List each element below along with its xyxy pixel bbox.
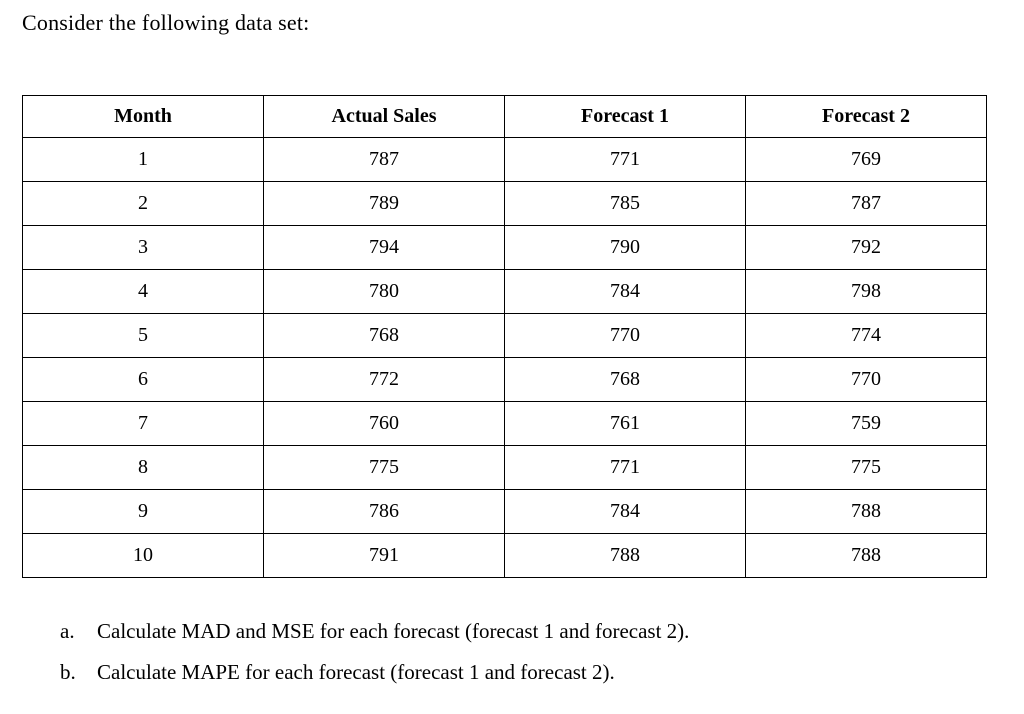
question-text-a: Calculate MAD and MSE for each forecast … <box>97 619 690 643</box>
table-cell: 787 <box>745 181 987 226</box>
table-cell: 4 <box>22 269 264 314</box>
table-cell: 9 <box>22 489 264 534</box>
table-cell: 771 <box>504 445 746 490</box>
table-cell: 5 <box>22 313 264 358</box>
table-cell: 794 <box>263 225 505 270</box>
table-cell: 788 <box>745 489 987 534</box>
table-cell: 780 <box>263 269 505 314</box>
table-cell: 789 <box>263 181 505 226</box>
table-cell: 8 <box>22 445 264 490</box>
table-cell: 784 <box>504 489 746 534</box>
question-marker-a: a. <box>60 619 75 643</box>
table-cell: 10 <box>22 533 264 578</box>
table-cell: 784 <box>504 269 746 314</box>
table-cell: 772 <box>263 357 505 402</box>
table-row: 4 780 784 798 <box>22 269 987 314</box>
table-cell: 785 <box>504 181 746 226</box>
table-row: 1 787 771 769 <box>22 137 987 182</box>
table-row: 2 789 785 787 <box>22 181 987 226</box>
table-cell: 787 <box>263 137 505 182</box>
table-cell: 775 <box>745 445 987 490</box>
table-body: 1 787 771 769 2 789 785 787 3 794 790 792 4 780 784 798… <box>22 137 987 578</box>
data-table: Month Actual Sales Forecast 1 Forecast 2… <box>22 95 987 578</box>
table-row: 9 786 784 788 <box>22 489 987 534</box>
table-row: 6 772 768 770 <box>22 357 987 402</box>
table-row: 3 794 790 792 <box>22 225 987 270</box>
questions-list: a. Calculate MAD and MSE for each foreca… <box>60 619 689 701</box>
table-cell: 2 <box>22 181 264 226</box>
table-cell: 771 <box>504 137 746 182</box>
table-cell: 769 <box>745 137 987 182</box>
question-marker-b: b. <box>60 660 76 684</box>
table-cell: 759 <box>745 401 987 446</box>
table-cell: 768 <box>263 313 505 358</box>
table-row: 7 760 761 759 <box>22 401 987 446</box>
table-cell: 760 <box>263 401 505 446</box>
table-cell: 770 <box>504 313 746 358</box>
column-header-forecast-1: Forecast 1 <box>504 95 746 138</box>
table-cell: 786 <box>263 489 505 534</box>
table-cell: 761 <box>504 401 746 446</box>
table-cell: 775 <box>263 445 505 490</box>
table-cell: 790 <box>504 225 746 270</box>
column-header-actual-sales: Actual Sales <box>263 95 505 138</box>
table-cell: 1 <box>22 137 264 182</box>
question-item-a: a. Calculate MAD and MSE for each foreca… <box>60 619 689 644</box>
page-title: Consider the following data set: <box>22 10 310 35</box>
table-cell: 6 <box>22 357 264 402</box>
table-row: 8 775 771 775 <box>22 445 987 490</box>
table-cell: 788 <box>504 533 746 578</box>
table-cell: 798 <box>745 269 987 314</box>
table-cell: 7 <box>22 401 264 446</box>
column-header-forecast-2: Forecast 2 <box>745 95 987 138</box>
question-item-b: b. Calculate MAPE for each forecast (for… <box>60 660 689 685</box>
table-cell: 791 <box>263 533 505 578</box>
column-header-month: Month <box>22 95 264 138</box>
table-cell: 768 <box>504 357 746 402</box>
table-cell: 788 <box>745 533 987 578</box>
table-header-row: Month Actual Sales Forecast 1 Forecast 2 <box>22 95 987 138</box>
table-cell: 792 <box>745 225 987 270</box>
table-row: 10 791 788 788 <box>22 533 987 578</box>
table-cell: 770 <box>745 357 987 402</box>
question-text-b: Calculate MAPE for each forecast (foreca… <box>97 660 615 684</box>
table-row: 5 768 770 774 <box>22 313 987 358</box>
table-cell: 774 <box>745 313 987 358</box>
table-cell: 3 <box>22 225 264 270</box>
